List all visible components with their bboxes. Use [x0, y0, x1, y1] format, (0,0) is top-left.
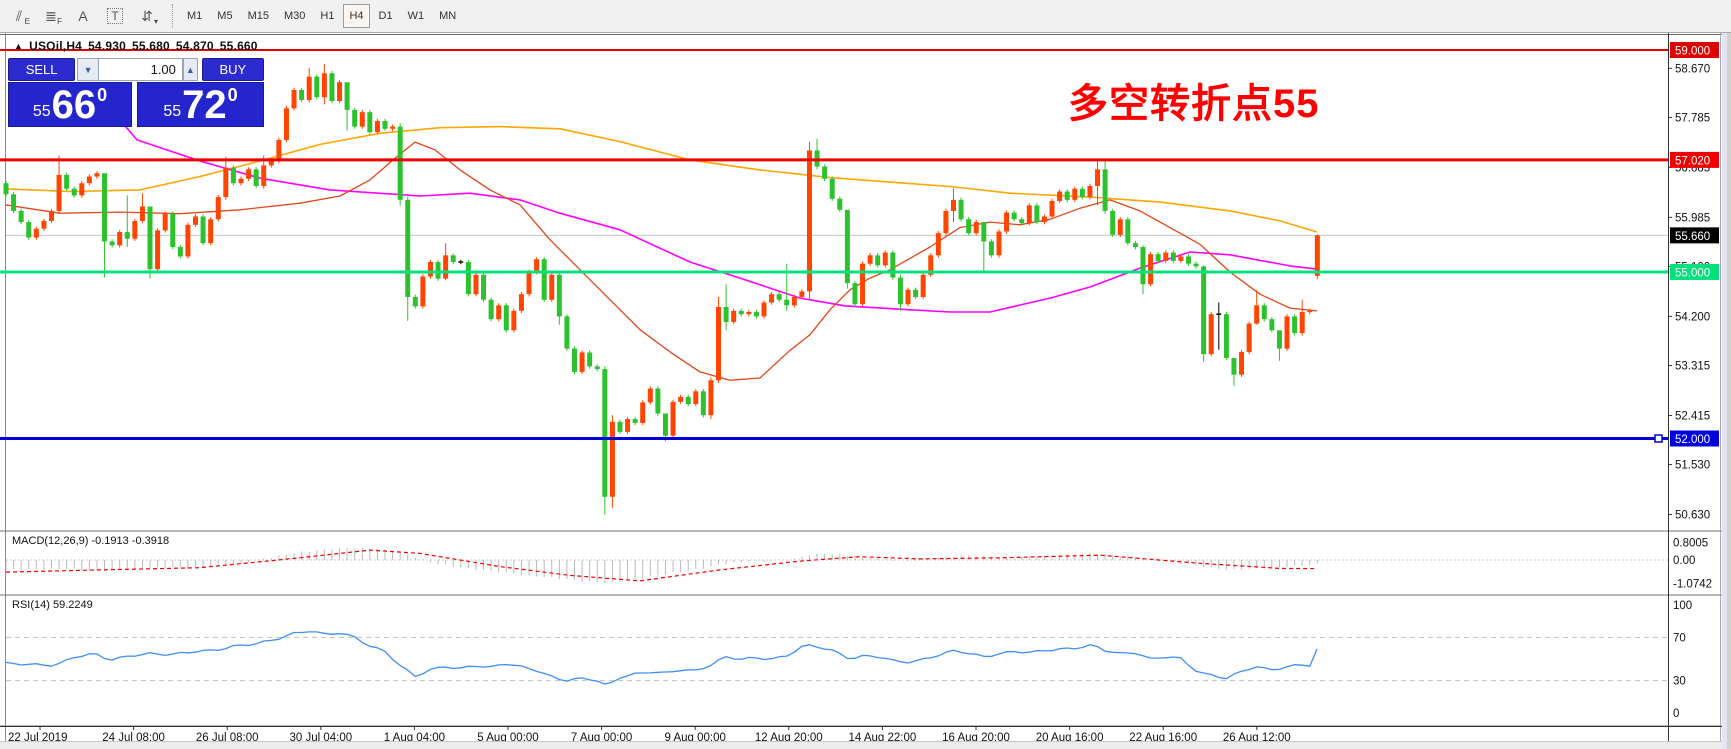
tf-button-M5[interactable]: M5: [217, 10, 233, 22]
window-edge: [1727, 33, 1731, 749]
toolbar-separator: [172, 4, 173, 28]
text-annotation[interactable]: 多空转折点55: [1068, 82, 1320, 126]
sell-price-whole: 55: [32, 103, 51, 120]
price-badge-59.000: 59.000: [1670, 42, 1719, 58]
tf-button-W1[interactable]: W1: [407, 10, 425, 22]
ohlc-high: 55.680: [131, 39, 170, 53]
hline-handle[interactable]: [1654, 434, 1663, 443]
tf-button-D1[interactable]: D1: [378, 10, 393, 22]
price-badge-57.020: 57.020: [1670, 151, 1719, 168]
svg-text:53.315: 53.315: [1675, 361, 1710, 373]
rsi-indicator-label: RSI(14) 59.2249: [12, 599, 93, 611]
fibonacci-icon[interactable]: ≣ F: [45, 7, 62, 27]
chart-title: ▲ USOil,H4 54.930 55.680 54.870 55.660: [14, 39, 258, 53]
price-badge-55.000: 55.000: [1670, 264, 1719, 280]
svg-text:55.000: 55.000: [1675, 268, 1710, 280]
volume-decrease-button[interactable]: ▼: [77, 58, 99, 81]
tf-button-H1[interactable]: H1: [320, 10, 335, 22]
volume-input[interactable]: [98, 58, 183, 81]
price-badge-52.000: 52.000: [1670, 430, 1719, 447]
text-icon[interactable]: A: [78, 8, 88, 24]
chart-canvas[interactable]: 58.67057.78556.88555.98555.10054.20053.3…: [0, 33, 1731, 749]
tf-button-MN[interactable]: MN: [439, 10, 457, 22]
ohlc-low: 54.870: [175, 39, 214, 53]
price-badge-55.660: 55.660: [1670, 227, 1719, 244]
toolbar: ⫽ E ≣ F A T ⇵ ▾ M1 M5 M15 M30 H1 H4 D1 W1 MN: [0, 0, 1731, 33]
buy-price-point: 0: [227, 85, 238, 105]
svg-text:0.8005: 0.8005: [1673, 537, 1708, 549]
sell-price-pips: 66: [51, 82, 97, 127]
buy-price-pips: 72: [182, 82, 227, 127]
hline-52.000[interactable]: [0, 434, 1668, 443]
svg-text:30: 30: [1673, 676, 1686, 688]
buy-price-button[interactable]: 55 72 0: [137, 82, 264, 127]
price-axis[interactable]: 58.67057.78556.88555.98555.10054.20053.3…: [1668, 42, 1719, 720]
ohlc-close: 55.660: [219, 39, 258, 53]
object-toolbar: ⫽ E ≣ F A T ⇵ ▾: [4, 3, 164, 29]
ma-slow-line: [4, 125, 1318, 233]
ma-fast-line: [4, 141, 1318, 381]
collapse-marker-icon[interactable]: ▲: [14, 41, 24, 51]
svg-text:52.000: 52.000: [1675, 434, 1710, 446]
svg-text:50.630: 50.630: [1675, 510, 1710, 522]
dock-separator: [1722, 33, 1727, 749]
text-label-icon[interactable]: T: [100, 3, 130, 29]
macd-signal-line: [5, 549, 1318, 582]
svg-text:0: 0: [1673, 708, 1679, 720]
tf-button-M30[interactable]: M30: [283, 10, 306, 22]
chart-window[interactable]: 58.67057.78556.88555.98555.10054.20053.3…: [0, 33, 1731, 749]
macd-panel: [5, 547, 1668, 584]
macd-indicator-label: MACD(12,26,9) -0.1913 -0.3918: [12, 535, 170, 547]
svg-text:51.530: 51.530: [1675, 460, 1710, 472]
status-strip: [0, 741, 1722, 749]
svg-text:58.670: 58.670: [1675, 63, 1710, 75]
svg-text:-1.0742: -1.0742: [1673, 579, 1712, 591]
equidistant-channel-icon[interactable]: ⫽ E: [15, 7, 30, 27]
ohlc-open: 54.930: [88, 39, 126, 53]
rsi-line: [5, 631, 1318, 685]
sell-price-button[interactable]: 55 66 0: [8, 82, 132, 127]
arrange-arrows-icon[interactable]: ⇵ ▾: [141, 7, 158, 27]
svg-text:59.000: 59.000: [1675, 46, 1710, 58]
svg-text:55.660: 55.660: [1675, 231, 1710, 243]
sell-price-point: 0: [97, 85, 108, 105]
volume-increase-button[interactable]: ▲: [182, 58, 198, 81]
svg-text:100: 100: [1673, 600, 1692, 612]
rsi-panel: [5, 631, 1668, 685]
buy-price-whole: 55: [163, 103, 182, 120]
buy-button[interactable]: BUY: [201, 58, 264, 81]
svg-text:55.985: 55.985: [1675, 212, 1710, 224]
one-click-trading-panel: SELL ▼ ▲ BUY 55 66 0 55 72 0: [8, 58, 264, 127]
symbol-period-label: USOil,H4: [29, 39, 83, 53]
svg-text:70: 70: [1673, 632, 1686, 644]
tf-button-H4[interactable]: H4: [343, 4, 370, 28]
svg-text:57.785: 57.785: [1675, 112, 1710, 124]
svg-text:54.200: 54.200: [1675, 311, 1710, 323]
tf-button-M1[interactable]: M1: [187, 10, 203, 22]
svg-text:52.415: 52.415: [1675, 410, 1710, 422]
svg-text:0.00: 0.00: [1673, 555, 1695, 567]
candlesticks: [3, 63, 1320, 515]
timeframe-toolbar: M1 M5 M15 M30 H1 H4 D1 W1 MN: [181, 4, 465, 28]
svg-text:57.020: 57.020: [1675, 155, 1710, 167]
tf-button-M15[interactable]: M15: [247, 10, 269, 22]
sell-button[interactable]: SELL: [8, 58, 76, 81]
